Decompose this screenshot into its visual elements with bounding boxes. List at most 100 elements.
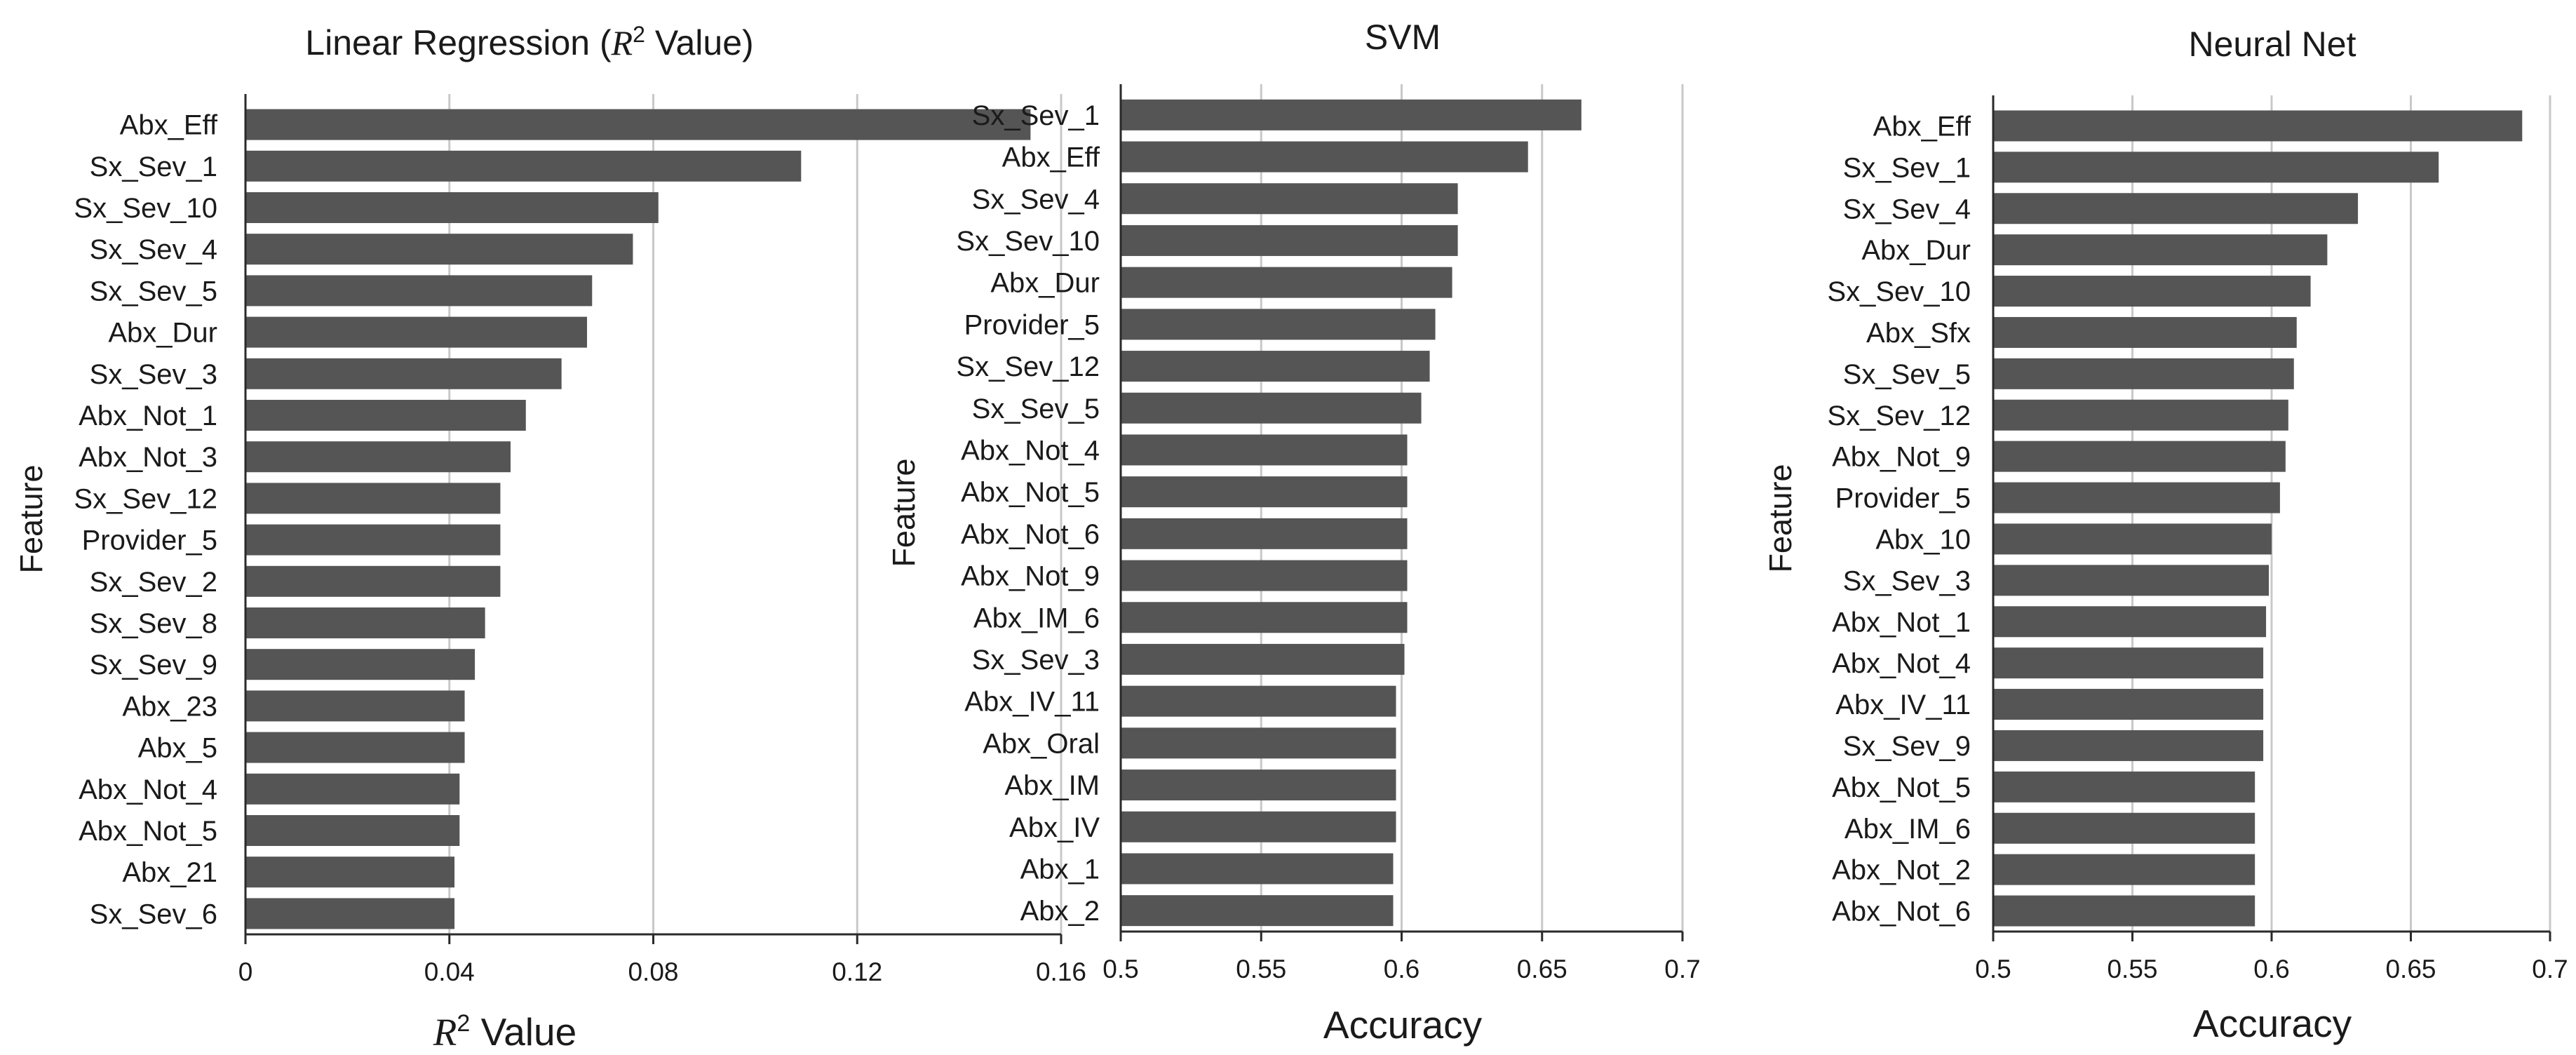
- bar-Sx_Sev_3: [1121, 643, 1405, 675]
- bar-Abx_IV: [1121, 811, 1396, 842]
- bar-Abx_Not_4: [245, 773, 460, 805]
- x-tick-label: 0.16: [1036, 957, 1086, 986]
- category-label: Abx_Not_9: [1832, 442, 1971, 473]
- x-tick-label: 0.7: [2532, 955, 2568, 983]
- category-label: Sx_Sev_3: [90, 359, 217, 390]
- bar-Abx_10: [1993, 523, 2272, 555]
- bar-Abx_Dur: [245, 316, 588, 348]
- bar-Provider_5: [245, 524, 501, 556]
- bar-Abx_21: [245, 856, 455, 888]
- bar-Sx_Sev_12: [1993, 399, 2288, 431]
- bar-Abx_Not_5: [245, 815, 460, 846]
- bar-Abx_Not_2: [1993, 854, 2255, 885]
- bar-Abx_Dur: [1993, 234, 2328, 266]
- bar-Abx_IV_11: [1121, 685, 1396, 717]
- bar-Abx_Not_4: [1993, 647, 2264, 679]
- x-tick-label: 0.55: [2107, 955, 2157, 983]
- bar-Sx_Sev_4: [1993, 193, 2359, 224]
- bar-Abx_2: [1121, 895, 1394, 927]
- bar-Sx_Sev_5: [245, 275, 593, 307]
- bar-Sx_Sev_12: [245, 483, 501, 514]
- category-label: Abx_Not_1: [1832, 607, 1971, 638]
- category-label: Sx_Sev_12: [74, 483, 217, 514]
- category-label: Abx_23: [122, 691, 217, 722]
- category-label: Abx_Not_4: [961, 435, 1100, 466]
- category-label: Sx_Sev_5: [1843, 359, 1971, 390]
- bar-Sx_Sev_3: [1993, 565, 2270, 596]
- category-label: Provider_5: [82, 525, 217, 556]
- x-tick-label: 0.08: [628, 957, 678, 986]
- category-label: Sx_Sev_10: [74, 193, 217, 224]
- category-label: Sx_Sev_6: [90, 899, 217, 929]
- chart-panel-3: Abx_Eff Sx_Sev_1 Sx_Sev_4 Abx_Dur Sx_Sev_10 A…: [1762, 25, 2568, 1045]
- x-tick-label: 0.5: [1975, 955, 2011, 983]
- category-label: Abx_Not_5: [1832, 772, 1971, 803]
- category-label: Abx_IV_11: [1835, 690, 1971, 720]
- bar-Sx_Sev_1: [245, 150, 802, 182]
- category-label: Abx_21: [122, 857, 217, 888]
- bar-Abx_5: [245, 732, 465, 763]
- category-label: Abx_Not_5: [79, 816, 217, 847]
- bar-Abx_IV_11: [1993, 689, 2264, 720]
- category-label: Sx_Sev_3: [972, 645, 1100, 676]
- category-label: Provider_5: [1835, 483, 1971, 514]
- bar-Sx_Sev_10: [245, 192, 659, 223]
- x-axis-title: Accuracy: [2193, 1002, 2352, 1045]
- category-label: Sx_Sev_9: [90, 650, 217, 680]
- bar-Abx_Not_9: [1121, 560, 1408, 591]
- category-label: Abx_IM_6: [973, 603, 1100, 633]
- category-label: Sx_Sev_4: [90, 234, 217, 265]
- x-tick-label: 0.55: [1236, 955, 1286, 983]
- category-label: Sx_Sev_10: [1827, 276, 1971, 307]
- y-axis-title: Feature: [1762, 464, 1798, 572]
- category-label: Abx_Not_1: [79, 401, 217, 431]
- bar-Sx_Sev_8: [245, 607, 485, 638]
- chart-panel-1: Abx_Eff Sx_Sev_1 Sx_Sev_10 Sx_Sev_4 Sx_Sev_5…: [13, 22, 1086, 1054]
- bar-Abx_Sfx: [1993, 316, 2297, 348]
- bar-Abx_23: [245, 690, 465, 722]
- bar-Abx_Not_9: [1993, 441, 2286, 472]
- bar-Abx_IM: [1121, 770, 1396, 801]
- bar-Sx_Sev_5: [1121, 392, 1422, 424]
- category-label: Abx_IM: [1004, 770, 1100, 801]
- category-label: Sx_Sev_12: [956, 351, 1100, 382]
- bar-Sx_Sev_4: [245, 234, 633, 265]
- bar-Sx_Sev_10: [1993, 276, 2311, 307]
- category-label: Abx_Not_4: [1832, 648, 1971, 679]
- category-label: Sx_Sev_4: [1843, 194, 1971, 224]
- x-tick-label: 0.5: [1102, 955, 1138, 983]
- bar-Provider_5: [1993, 482, 2280, 513]
- bar-Abx_Not_4: [1121, 434, 1408, 466]
- x-tick-label: 0.7: [1664, 955, 1700, 983]
- bar-Abx_Not_6: [1993, 895, 2255, 927]
- bar-Sx_Sev_2: [245, 565, 501, 597]
- category-label: Abx_Eff: [1002, 142, 1100, 173]
- category-label: Provider_5: [964, 309, 1100, 340]
- category-label: Abx_Not_6: [961, 519, 1100, 550]
- category-label: Abx_Not_2: [1832, 855, 1971, 886]
- chart-title: SVM: [1365, 18, 1441, 57]
- x-tick-label: 0.12: [832, 957, 882, 986]
- bar-Abx_1: [1121, 853, 1394, 885]
- category-label: Abx_2: [1020, 896, 1100, 927]
- x-tick-label: 0: [238, 957, 253, 986]
- category-label: Abx_Not_9: [961, 561, 1100, 592]
- x-axis-title: R2 Value: [433, 1010, 576, 1054]
- bar-Sx_Sev_9: [1993, 730, 2264, 761]
- category-label: Abx_Not_5: [961, 477, 1100, 508]
- category-label: Sx_Sev_8: [90, 608, 217, 639]
- bar-Abx_Eff: [245, 109, 1031, 140]
- category-label: Abx_Not_4: [79, 774, 217, 805]
- bar-Abx_Not_1: [1993, 606, 2267, 638]
- category-label: Sx_Sev_2: [90, 567, 217, 598]
- category-label: Sx_Sev_1: [90, 152, 217, 182]
- category-label: Sx_Sev_5: [90, 276, 217, 307]
- bar-Abx_Eff: [1121, 141, 1528, 173]
- category-label: Abx_IV: [1009, 812, 1100, 843]
- x-tick-label: 0.04: [424, 957, 475, 986]
- category-label: Abx_Eff: [120, 110, 218, 141]
- bar-Abx_Eff: [1993, 110, 2523, 142]
- category-label: Sx_Sev_4: [972, 184, 1100, 215]
- category-label: Abx_Dur: [990, 268, 1100, 299]
